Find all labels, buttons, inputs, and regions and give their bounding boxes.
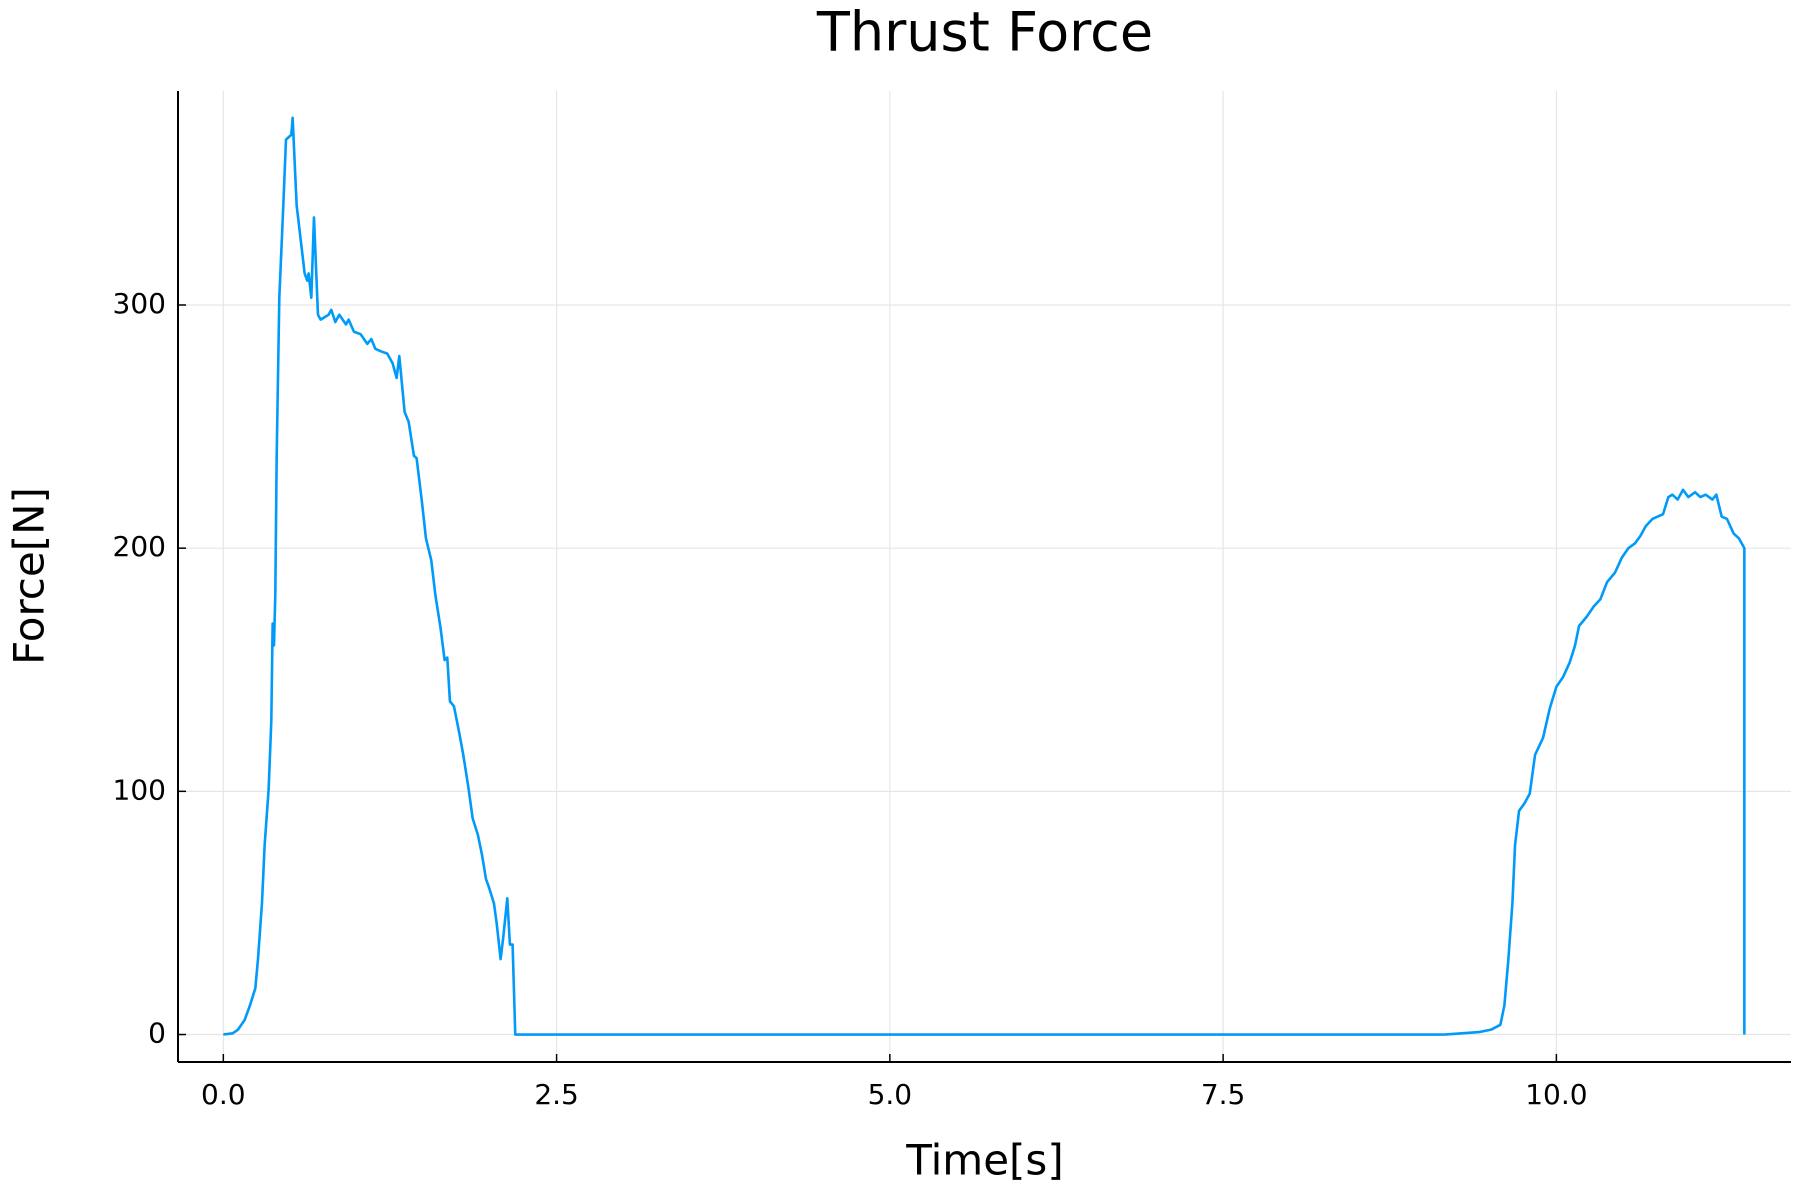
x-tick-label: 10.0	[1525, 1078, 1587, 1111]
x-tick-label: 0.0	[201, 1078, 246, 1111]
y-tick-label: 100	[113, 773, 166, 806]
x-tick-label: 5.0	[868, 1078, 913, 1111]
x-axis-label: Time[s]	[905, 1136, 1063, 1185]
y-axis-label: Force[N]	[5, 487, 54, 665]
data-line	[223, 116, 1746, 1036]
chart-title: Thrust Force	[816, 1, 1153, 64]
x-tick-label: 7.5	[1201, 1078, 1246, 1111]
y-tick-label: 0	[148, 1017, 166, 1050]
y-tick-label: 200	[113, 530, 166, 563]
x-tick-label: 2.5	[534, 1078, 579, 1111]
y-tick-label: 300	[113, 287, 166, 320]
